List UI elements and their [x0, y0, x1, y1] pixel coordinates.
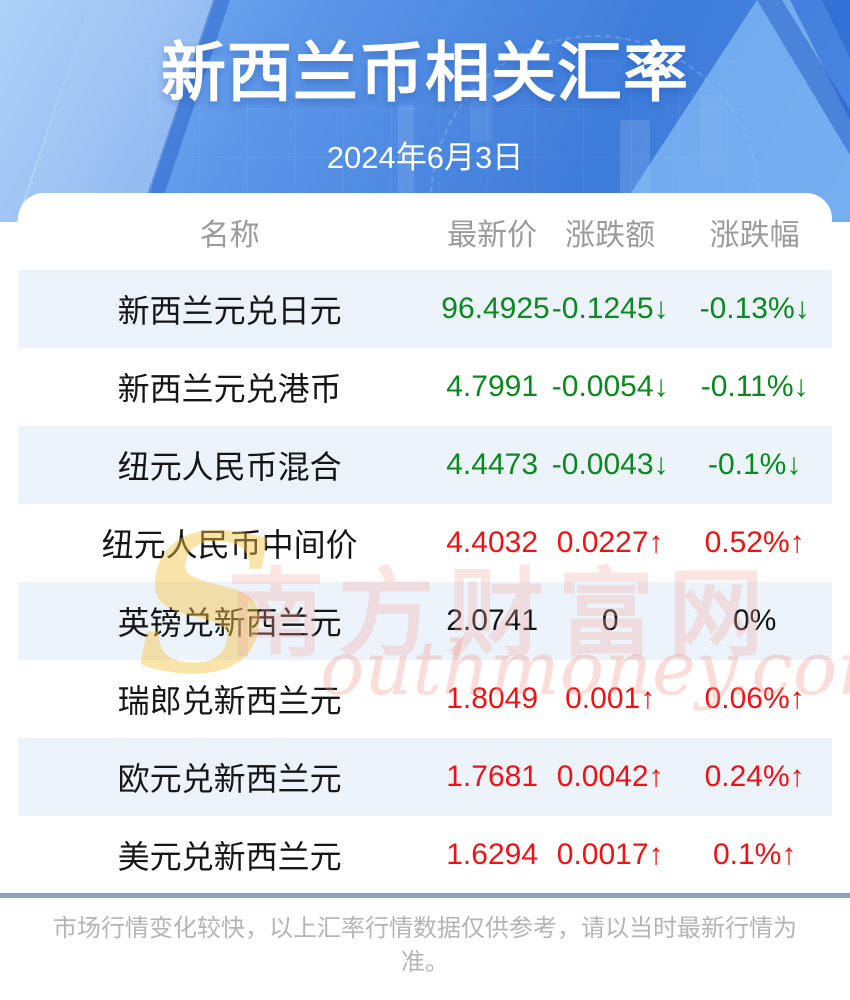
change-amount: 0.001↑	[565, 682, 656, 715]
change-percent: 0.1%↑	[712, 838, 797, 871]
pair-name: 美元兑新西兰元	[117, 839, 342, 875]
disclaimer-line-2: 准。	[401, 949, 449, 976]
change-percent: -0.13%↓	[699, 292, 810, 325]
pair-name: 纽元人民币混合	[117, 449, 342, 485]
table-row: 英镑兑新西兰元 2.0741 0 0%	[18, 582, 832, 660]
change-percent: 0.06%↑	[704, 682, 805, 715]
pair-name: 瑞郎兑新西兰元	[117, 683, 342, 719]
latest-price: 1.6294	[446, 838, 539, 871]
footer-divider	[0, 893, 850, 898]
latest-price: 1.7681	[446, 760, 539, 793]
pair-name: 欧元兑新西兰元	[117, 761, 342, 797]
latest-price: 1.8049	[446, 682, 539, 715]
latest-price: 4.4473	[446, 448, 539, 481]
change-percent: 0%	[732, 604, 777, 637]
change-amount: 0.0017↑	[556, 838, 664, 871]
change-amount: 0	[601, 604, 619, 637]
change-percent: 0.24%↑	[704, 760, 805, 793]
table-row: 欧元兑新西兰元 1.7681 0.0042↑ 0.24%↑	[18, 738, 832, 816]
pair-name: 新西兰元兑日元	[117, 293, 342, 329]
latest-price: 2.0741	[446, 604, 539, 637]
column-label-change-percent: 涨跌幅	[709, 218, 800, 252]
date-label: 2024年6月3日	[326, 140, 524, 175]
rates-card: 名称 最新价 涨跌额 涨跌幅 新西兰元兑日元 96.4925 -0.1245↓ …	[18, 193, 832, 894]
column-label-name: 名称	[199, 218, 260, 252]
table-row: 纽元人民币混合 4.4473 -0.0043↓ -0.1%↓	[18, 426, 832, 504]
latest-price: 96.4925	[441, 292, 550, 325]
pair-name: 英镑兑新西兰元	[117, 605, 342, 641]
change-amount: -0.0043↓	[551, 448, 669, 481]
table-row: 美元兑新西兰元 1.6294 0.0017↑ 0.1%↑	[18, 816, 832, 894]
decor-candlestick-bar	[470, 72, 492, 142]
change-percent: -0.1%↓	[707, 448, 802, 481]
table-header-row: 名称 最新价 涨跌额 涨跌幅	[18, 193, 832, 270]
change-percent: -0.11%↓	[700, 370, 809, 403]
column-label-latest-price: 最新价	[447, 218, 538, 252]
disclaimer-line-1: 市场行情变化较快，以上汇率行情数据仅供参考，请以当时最新行情为	[53, 915, 797, 942]
latest-price: 4.4032	[446, 526, 539, 559]
decor-candlestick-bar	[398, 105, 414, 205]
page-title: 新西兰币相关汇率	[160, 36, 689, 109]
change-amount: -0.0054↓	[551, 370, 669, 403]
change-amount: 0.0042↑	[556, 760, 664, 793]
change-amount: -0.1245↓	[551, 292, 669, 325]
disclaimer-text: 市场行情变化较快，以上汇率行情数据仅供参考，请以当时最新行情为 准。	[0, 912, 850, 980]
table-row: 瑞郎兑新西兰元 1.8049 0.001↑ 0.06%↑	[18, 660, 832, 738]
change-percent: 0.52%↑	[704, 526, 805, 559]
hero-text: 新西兰币相关汇率 2024年6月3日	[0, 0, 850, 177]
pair-name: 新西兰元兑港币	[117, 371, 342, 407]
table-row: 纽元人民币中间价 4.4032 0.0227↑ 0.52%↑	[18, 504, 832, 582]
pair-name: 纽元人民币中间价	[101, 527, 358, 563]
column-label-change-amount: 涨跌额	[565, 218, 656, 252]
table-row: 新西兰元兑港币 4.7991 -0.0054↓ -0.11%↓	[18, 348, 832, 426]
latest-price: 4.7991	[446, 370, 539, 403]
table-row: 新西兰元兑日元 96.4925 -0.1245↓ -0.13%↓	[18, 270, 832, 348]
change-amount: 0.0227↑	[556, 526, 664, 559]
